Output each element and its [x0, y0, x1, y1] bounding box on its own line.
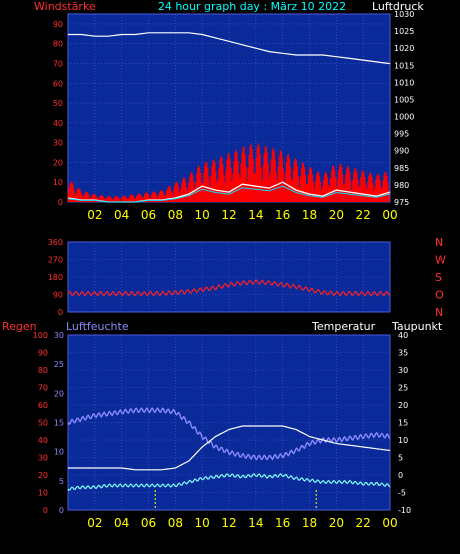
x-tick-label: 20	[329, 516, 344, 530]
luftfeuchte-tick-label: 20	[54, 389, 64, 398]
direction-tick-label: 90	[53, 291, 63, 300]
regen-tick-label: 80	[38, 366, 48, 375]
wind-tick-label: 30	[53, 139, 63, 148]
regen-axis-title: Regen	[2, 320, 37, 333]
pressure-tick-label: 1030	[394, 10, 414, 19]
luftfeuchte-tick-label: 30	[54, 331, 64, 340]
x-tick-label: 14	[248, 208, 263, 222]
pressure-tick-label: 1020	[394, 44, 414, 53]
pressure-tick-label: 1010	[394, 78, 414, 87]
wind-line	[67, 185, 391, 203]
wind-tick-label: 0	[58, 198, 63, 207]
compass-label: N	[435, 236, 443, 249]
luftfeuchte-tick-label: 25	[54, 360, 64, 369]
pressure-tick-label: 985	[394, 164, 409, 173]
wind-tick-label: 10	[53, 178, 63, 187]
x-tick-label: 02	[87, 516, 102, 530]
x-tick-label: 20	[329, 208, 344, 222]
wind-tick-label: 60	[53, 79, 63, 88]
compass-label: W	[435, 254, 446, 267]
regen-tick-label: 40	[38, 436, 48, 445]
x-tick-label: 18	[302, 208, 317, 222]
pressure-line	[68, 32, 391, 65]
direction-tick-label: 180	[48, 273, 63, 282]
temp-tick-label: 15	[398, 419, 408, 428]
pressure-tick-label: 980	[394, 181, 409, 190]
x-tick-label: 04	[114, 516, 129, 530]
x-tick-label: 18	[302, 516, 317, 530]
regen-tick-label: 70	[38, 384, 48, 393]
temp-tick-label: 10	[398, 436, 408, 445]
wind-tick-label: 90	[53, 20, 63, 29]
regen-tick-label: 0	[43, 506, 48, 515]
temperature-line	[68, 425, 391, 471]
luftfeuchte-tick-label: 10	[54, 448, 64, 457]
taupunkt-axis-title: Taupunkt	[391, 320, 443, 333]
luftfeuchte-tick-label: 15	[54, 419, 64, 428]
pressure-axis-title: Luftdruck	[372, 0, 424, 13]
x-tick-label: 12	[221, 208, 236, 222]
temp-tick-label: -5	[398, 489, 406, 498]
x-tick-label: 16	[275, 208, 290, 222]
x-tick-label: 10	[195, 516, 210, 530]
pressure-tick-label: 975	[394, 198, 409, 207]
direction-tick-label: 270	[48, 256, 63, 265]
temp-tick-label: 0	[398, 471, 403, 480]
direction-tick-label: 360	[48, 238, 63, 247]
pressure-tick-label: 995	[394, 130, 409, 139]
x-tick-label: 22	[356, 208, 371, 222]
x-tick-label: 10	[195, 208, 210, 222]
direction-tick-label: 0	[58, 308, 63, 317]
x-tick-label: 02	[87, 208, 102, 222]
temp-tick-label: -10	[398, 506, 411, 515]
wind-direction-line	[67, 279, 391, 297]
luftfeuchte-tick-label: 0	[59, 506, 64, 515]
temp-tick-label: 25	[398, 384, 408, 393]
temp-tick-label: 35	[398, 349, 408, 358]
temp-tick-label: 30	[398, 366, 408, 375]
pressure-tick-label: 1000	[394, 113, 414, 122]
compass-label: N	[435, 306, 443, 319]
temp-tick-label: 20	[398, 401, 408, 410]
x-tick-label: 00	[382, 516, 397, 530]
wind-axis-title: Windstärke	[34, 0, 96, 13]
luftfeuchte-axis-title: Luftfeuchte	[66, 320, 129, 333]
regen-tick-label: 20	[38, 471, 48, 480]
temperatur-axis-title: Temperatur	[311, 320, 376, 333]
temp-tick-label: 5	[398, 454, 403, 463]
pressure-tick-label: 1015	[394, 61, 414, 70]
wind-tick-label: 80	[53, 40, 63, 49]
x-tick-label: 06	[141, 516, 156, 530]
x-tick-label: 14	[248, 516, 263, 530]
temp-tick-label: 40	[398, 331, 408, 340]
regen-tick-label: 90	[38, 349, 48, 358]
regen-tick-label: 30	[38, 454, 48, 463]
regen-tick-label: 10	[38, 489, 48, 498]
x-tick-label: 22	[356, 516, 371, 530]
pressure-tick-label: 990	[394, 147, 409, 156]
x-tick-label: 08	[168, 516, 183, 530]
wind-tick-label: 20	[53, 158, 63, 167]
compass-label: O	[435, 289, 444, 302]
graph-title: 24 hour graph day : März 10 2022	[158, 0, 346, 13]
compass-label: S	[435, 271, 442, 284]
x-tick-label: 16	[275, 516, 290, 530]
luftfeuchte-tick-label: 5	[59, 477, 64, 486]
pressure-tick-label: 1005	[394, 95, 414, 104]
wind-tick-label: 40	[53, 119, 63, 128]
x-tick-label: 06	[141, 208, 156, 222]
regen-tick-label: 100	[33, 331, 48, 340]
humidity-line	[67, 407, 391, 461]
wind-tick-label: 70	[53, 59, 63, 68]
regen-tick-label: 60	[38, 401, 48, 410]
wind-tick-label: 50	[53, 99, 63, 108]
dewpoint-line	[67, 473, 391, 491]
x-tick-label: 00	[382, 208, 397, 222]
regen-tick-label: 50	[38, 419, 48, 428]
x-tick-label: 12	[221, 516, 236, 530]
x-tick-label: 08	[168, 208, 183, 222]
pressure-tick-label: 1025	[394, 27, 414, 36]
x-tick-label: 04	[114, 208, 129, 222]
